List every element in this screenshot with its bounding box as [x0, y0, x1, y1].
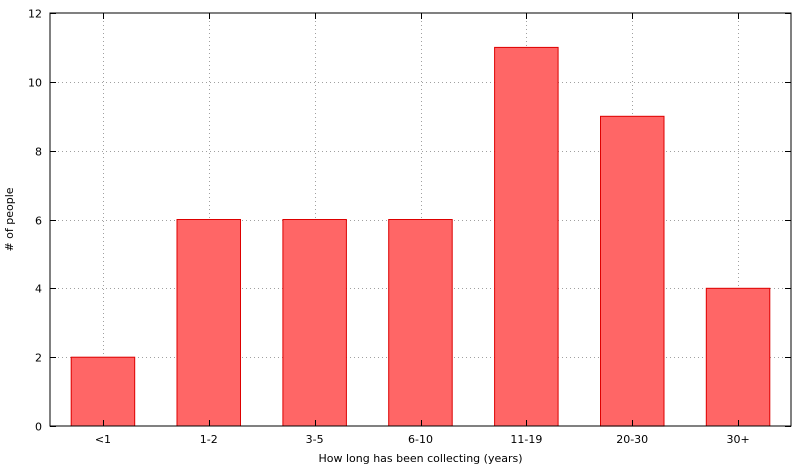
bar-2 [282, 219, 347, 427]
y-tick-label: 12 [28, 8, 42, 21]
y-tick-label: 6 [35, 215, 42, 228]
bar-3 [388, 219, 453, 427]
y-tick-label: 10 [28, 77, 42, 90]
x-tick-label: 6-10 [408, 433, 433, 446]
y-axis-ticks: 0 2 4 6 8 10 12 [28, 8, 791, 434]
y-tick-label: 0 [35, 421, 42, 434]
x-tick-label: 1-2 [200, 433, 218, 446]
y-tick-label: 8 [35, 146, 42, 159]
y-tick-label: 4 [35, 283, 42, 296]
y-tick-label: 2 [35, 352, 42, 365]
y-axis-label: # of people [3, 187, 16, 251]
plot-frame [49, 12, 792, 427]
bar-5 [600, 115, 665, 427]
bar-0 [70, 356, 136, 427]
x-tick-label: 30+ [726, 433, 749, 446]
bar-4 [494, 46, 559, 427]
x-axis-ticks: <1 1-2 3-5 6-10 11-19 20-30 30+ [95, 13, 750, 446]
x-tick-label: <1 [95, 433, 111, 446]
x-axis-label: How long has been collecting (years) [318, 452, 522, 465]
x-tick-label: 11-19 [510, 433, 542, 446]
bar-6 [705, 287, 771, 427]
x-tick-label: 3-5 [306, 433, 324, 446]
x-tick-label: 20-30 [616, 433, 648, 446]
bar-1 [176, 219, 241, 427]
bars [70, 46, 771, 427]
